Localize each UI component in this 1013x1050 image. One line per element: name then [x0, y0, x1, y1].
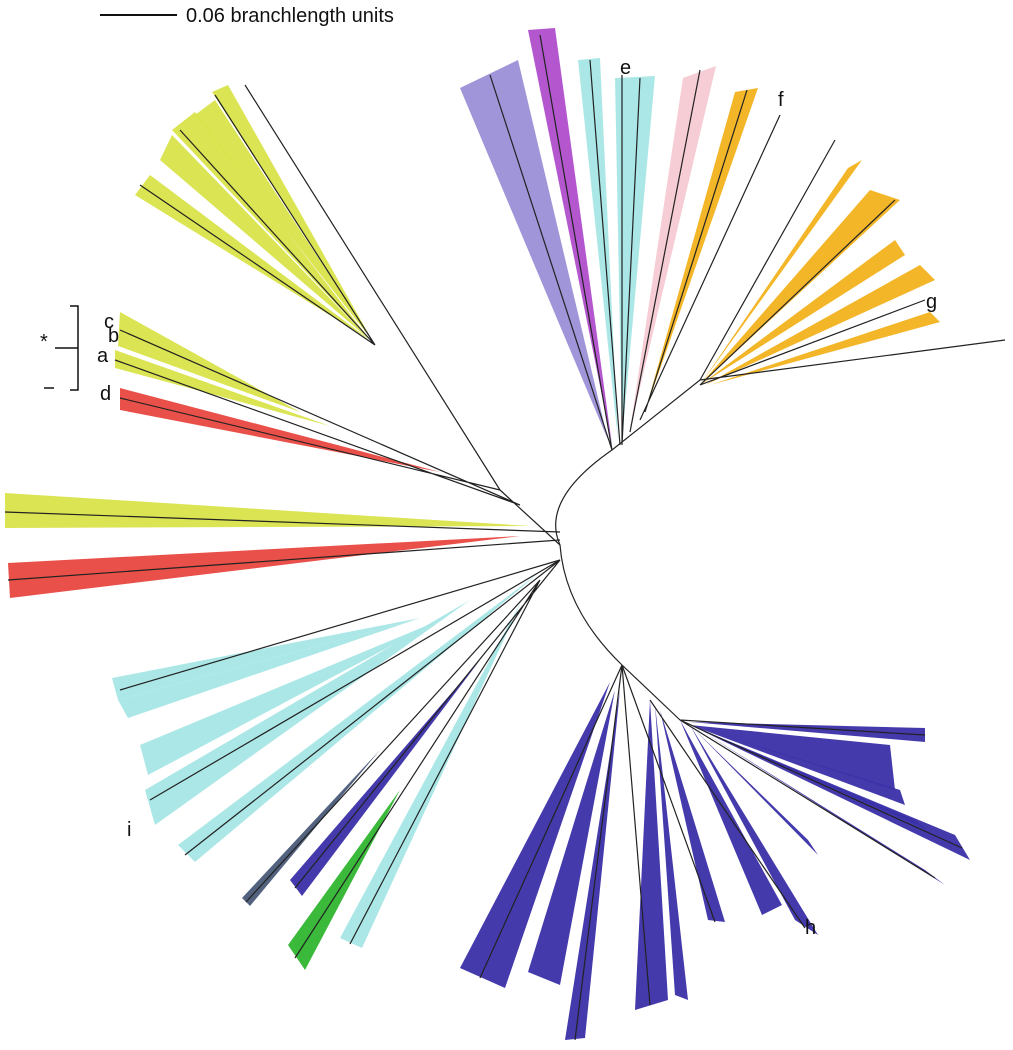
label-g: g	[926, 291, 937, 313]
clade-wedge	[242, 750, 380, 906]
scale-bar: 0.06 branchlength units	[100, 5, 394, 27]
clade-wedge	[120, 388, 440, 472]
clade-wedge	[118, 618, 420, 718]
label-h: h	[805, 917, 816, 939]
clade-wedge	[700, 190, 900, 385]
clade-wedge	[118, 312, 300, 412]
label-b: b	[108, 325, 119, 347]
clade-wedge	[700, 160, 862, 385]
clade-labels: e f g c b a d i h *	[40, 57, 937, 939]
clade-wedge	[460, 682, 610, 988]
label-f: f	[778, 89, 784, 111]
clade-wedge	[528, 690, 615, 985]
clade-wedge	[8, 536, 520, 598]
clade-wedge	[565, 690, 620, 1040]
clade-wedge	[700, 240, 905, 385]
clade-wedge	[690, 725, 970, 860]
clade-wedge	[5, 493, 530, 528]
clade-wedge	[680, 720, 782, 915]
label-e: e	[620, 57, 631, 79]
clade-wedge	[160, 135, 370, 340]
clade-wedge	[690, 722, 925, 742]
scale-label: 0.06 branchlength units	[186, 5, 394, 27]
branch-lines	[4, 84, 561, 581]
clade-wedge	[340, 600, 522, 948]
bracket-label: *	[40, 331, 48, 353]
branch-lines	[479, 664, 963, 1041]
branch-lines	[119, 559, 561, 959]
clade-wedge	[710, 312, 940, 385]
clade-wedge	[460, 60, 608, 440]
clade-wedge	[115, 350, 330, 426]
label-d: d	[100, 383, 111, 405]
clade-wedge	[615, 76, 655, 440]
clade-wedge	[578, 58, 618, 440]
clade-wedge	[135, 175, 370, 340]
label-c: c	[104, 311, 114, 333]
clade-wedge	[660, 710, 725, 922]
clade-wedge	[695, 730, 818, 855]
branches	[4, 34, 1006, 1041]
clade-wedge	[635, 700, 668, 1010]
branch-lines	[489, 34, 1006, 451]
clade-wedge	[705, 265, 935, 385]
clade-wedge	[145, 600, 470, 825]
clades	[5, 28, 970, 1040]
clade-wedge	[172, 112, 370, 340]
clade-wedge	[528, 28, 612, 445]
clade-wedge	[290, 660, 480, 896]
clade-wedge	[630, 66, 716, 430]
branch-lines	[555, 449, 623, 666]
bracket	[44, 305, 79, 391]
label-i: i	[127, 819, 131, 841]
clade-wedge	[690, 725, 905, 805]
clade-wedge	[195, 100, 372, 340]
clade-wedge	[112, 618, 420, 700]
clade-wedge	[212, 85, 372, 340]
clade-wedge	[645, 88, 758, 412]
label-a: a	[97, 345, 109, 367]
clade-wedge	[140, 620, 440, 775]
clade-wedge	[690, 725, 818, 935]
